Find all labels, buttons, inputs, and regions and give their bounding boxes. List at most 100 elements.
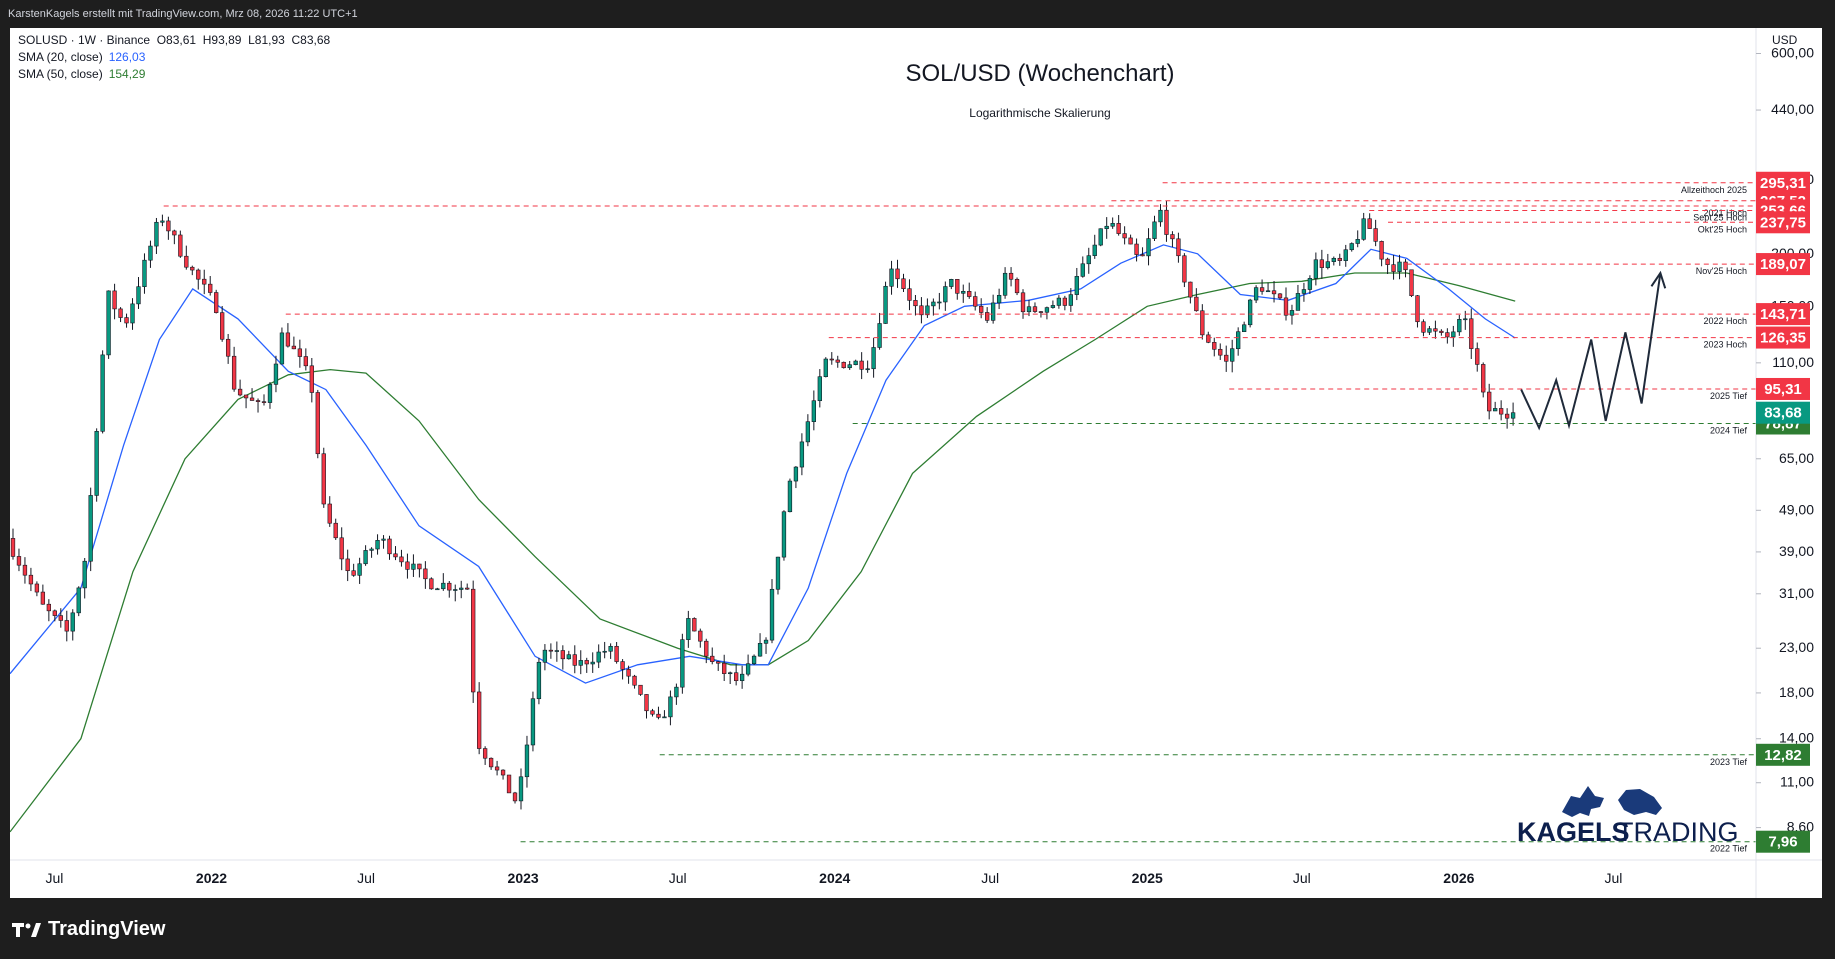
candle-body <box>1038 311 1044 313</box>
x-tick-label: Jul <box>1293 870 1311 886</box>
candle-body <box>1403 261 1408 271</box>
candle-body <box>937 301 942 304</box>
sma20-layer <box>9 244 1516 684</box>
candle-body <box>1242 324 1247 333</box>
forecast-path <box>1520 272 1662 431</box>
candle-body <box>375 540 380 550</box>
candle-body <box>465 587 470 590</box>
candle-body <box>1481 364 1486 393</box>
candle-body <box>1355 239 1360 244</box>
candle-body <box>949 279 954 287</box>
candle-body <box>100 354 105 432</box>
candle-body <box>1433 328 1438 332</box>
logo-text-kagels: KAGELS <box>1517 817 1630 847</box>
logo-text-trading: TRADING <box>1617 817 1739 847</box>
candle-body <box>1349 243 1354 251</box>
candle-body <box>530 698 536 746</box>
candle-body <box>321 453 326 505</box>
candle-body <box>799 441 805 468</box>
chart-area[interactable]: Allzeithoch 2025 2021 Hoch Sept'25 Hoch Okt… <box>9 28 1822 898</box>
level-label: Nov'25 Hoch <box>1696 266 1747 276</box>
candle-body <box>1194 296 1199 312</box>
candle-body <box>841 361 846 369</box>
candle-body <box>1218 348 1223 356</box>
price-badge <box>1756 211 1810 234</box>
tradingview-logo[interactable]: TradingView <box>12 918 165 941</box>
candle-body <box>154 221 159 247</box>
legend-sma20-value: 126,03 <box>109 50 146 64</box>
tradingview-brand: TradingView <box>48 918 166 940</box>
candle-body <box>369 548 374 551</box>
candle-body <box>1277 293 1283 299</box>
candle-body <box>1289 310 1295 316</box>
candle-body <box>763 639 769 644</box>
candle-body <box>656 713 661 718</box>
candle-body <box>733 672 739 681</box>
x-tick-label: 2026 <box>1443 870 1474 886</box>
candle-body <box>1295 293 1301 311</box>
candle-body <box>1098 228 1103 246</box>
candle-body <box>309 365 314 393</box>
candle-body <box>1158 209 1163 223</box>
candle-body <box>1146 238 1151 257</box>
candle-body <box>967 291 972 297</box>
x-tick-label: Jul <box>981 870 999 886</box>
candle-body <box>1188 281 1193 298</box>
y-tick-label: 49,00 <box>1779 501 1814 517</box>
candle-body <box>901 278 906 290</box>
price-badge-label: 12,82 <box>1764 747 1802 764</box>
candle-body <box>190 266 195 271</box>
candle-body <box>1056 297 1062 306</box>
candle-body <box>1122 233 1127 239</box>
currency-label: USD <box>1772 33 1798 47</box>
candle-body <box>249 397 255 401</box>
candle-body <box>255 400 261 402</box>
candle-body <box>1319 259 1325 268</box>
candle-body <box>596 651 601 663</box>
candle-body <box>1379 241 1384 260</box>
candle-body <box>381 538 386 541</box>
candle-body <box>913 300 918 307</box>
candle-body <box>668 696 673 718</box>
candle-body <box>142 259 147 287</box>
candle-body <box>1247 299 1253 326</box>
candle-body <box>1385 258 1390 265</box>
candle-body <box>632 675 637 686</box>
candle-body <box>94 431 99 496</box>
y-tick-label: 14,00 <box>1779 730 1814 746</box>
x-tick-label: 2025 <box>1132 870 1163 886</box>
legend-sma50: SMA (50, close) 154,29 <box>18 67 146 81</box>
candle-body <box>1325 261 1330 268</box>
candle-body <box>919 305 924 316</box>
candle-body <box>536 661 542 700</box>
price-badge-label: 189,07 <box>1760 256 1806 273</box>
candle-body <box>273 363 279 385</box>
candle-body <box>208 283 213 293</box>
candle-body <box>704 640 709 657</box>
candle-body <box>393 553 398 558</box>
x-tick-label: 2024 <box>819 870 850 886</box>
level-label: Sept'25 Hoch <box>1693 212 1747 222</box>
candle-body <box>1487 391 1492 412</box>
candle-body <box>417 563 422 570</box>
candle-body <box>745 663 751 675</box>
candle-body <box>482 748 488 759</box>
price-axis[interactable]: 600,00440,00300,00200,00150,00110,0065,0… <box>1756 44 1814 835</box>
level-label: 2023 Tief <box>1710 757 1748 767</box>
candle-body <box>40 591 46 605</box>
candle-body <box>333 522 338 539</box>
candle-body <box>345 558 350 572</box>
candle-body <box>1068 294 1073 306</box>
legend: SOLUSD · 1W · Binance O83,61 H93,89 L81,… <box>18 33 330 81</box>
candle-body <box>225 338 231 357</box>
level-label: 2024 Tief <box>1710 426 1748 436</box>
candle-body <box>339 537 344 560</box>
candle-body <box>608 645 613 652</box>
time-axis[interactable]: Jul 2022 Jul 2023 Jul 2024 Jul 2025 Jul 2026 Jul <box>45 870 1622 886</box>
candle-body <box>184 255 189 268</box>
candle-body <box>243 394 249 399</box>
candle-body <box>1008 272 1014 280</box>
candle-body <box>548 649 554 652</box>
candle-body <box>626 669 631 677</box>
